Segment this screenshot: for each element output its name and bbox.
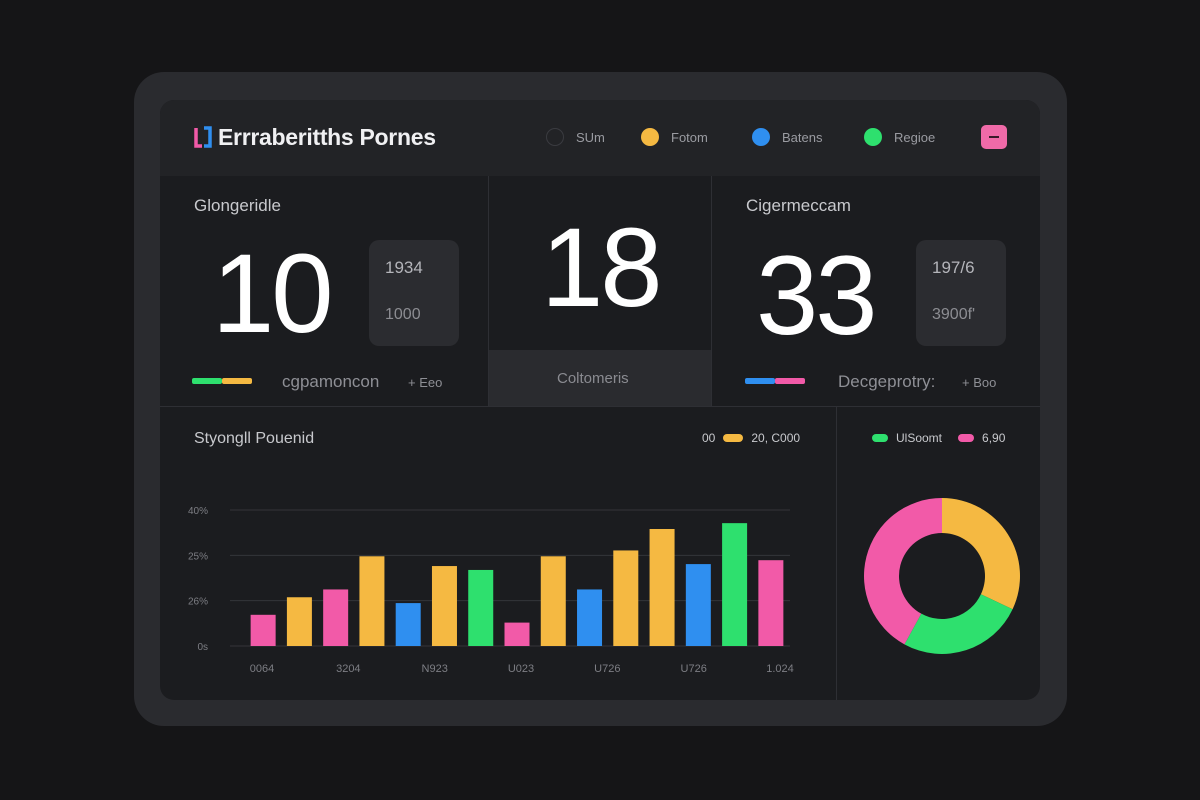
- x-tick-label: U023: [508, 663, 534, 675]
- bar[interactable]: [250, 614, 276, 646]
- donut-slice-pink[interactable]: [864, 498, 942, 645]
- bar[interactable]: [685, 564, 711, 646]
- kpi-value: 18: [541, 205, 663, 330]
- blue-dot-icon: [752, 128, 770, 146]
- kpi-title: Cigermeccam: [746, 196, 851, 215]
- kpi-sub-top: 197/6: [932, 258, 975, 277]
- legend-item-batens[interactable]: Batens: [752, 128, 822, 146]
- kpi-sub-bottom: 3900f': [932, 306, 976, 323]
- bar[interactable]: [395, 603, 421, 646]
- kpi-footer-label: cgpamoncon: [282, 372, 380, 391]
- legend-item-sum[interactable]: SUm: [546, 128, 605, 146]
- divider: [836, 407, 837, 700]
- kpi-card-right: Cigermeccam 33 197/6 3900f' Decgeprotry:…: [712, 176, 1040, 406]
- bar[interactable]: [468, 569, 494, 646]
- bar[interactable]: [577, 589, 603, 646]
- bar[interactable]: [722, 523, 748, 646]
- bar-chart-legend: 00 20, C000: [702, 431, 801, 445]
- green-pill-icon: [872, 434, 888, 442]
- green-dot-icon: [864, 128, 882, 146]
- kpi-footer-extra: + Eeo: [408, 375, 443, 390]
- indicator-pink: [775, 378, 805, 384]
- minus-icon[interactable]: [981, 125, 1007, 149]
- legend-item-fotom[interactable]: Fotom: [641, 128, 708, 146]
- kpi-footer-label: Decgeprotry:: [838, 372, 936, 391]
- y-tick-label: 0s: [197, 642, 208, 653]
- bar[interactable]: [359, 556, 385, 646]
- y-tick-label: 40%: [188, 506, 208, 517]
- top-bar: Errraberitths Pornes SUm Fotom Batens Re…: [160, 100, 1040, 176]
- app-title: Errraberitths Pornes: [218, 124, 436, 150]
- bar-chart: 0s 26% 25% 40% 0064 3204 N923 U023 U726 U726 1.024: [188, 506, 794, 675]
- kpi-footer-extra: + Boo: [962, 375, 997, 390]
- outline-dot-icon: [546, 128, 564, 146]
- bar[interactable]: [649, 529, 675, 646]
- y-tick-label: 25%: [188, 551, 208, 562]
- bar[interactable]: [758, 560, 784, 646]
- indicator-blue: [745, 378, 775, 384]
- divider: [711, 176, 712, 406]
- kpi-sub-bottom: 1000: [385, 306, 421, 323]
- kpi-card-left: Glongeridle 10 1934 1000 cgpamoncon + Ee…: [160, 176, 488, 406]
- x-tick-label: 0064: [250, 663, 274, 675]
- bar-chart-title: Styongll Pouenid: [194, 430, 315, 447]
- bar[interactable]: [323, 589, 349, 646]
- x-tick-label: N923: [422, 663, 448, 675]
- kpi-sub-box: 197/6 3900f': [916, 240, 1006, 346]
- pink-pill-icon: [958, 434, 975, 442]
- x-tick-label: U726: [594, 663, 620, 675]
- donut-slice-green[interactable]: [904, 594, 1013, 654]
- x-tick-label: 3204: [336, 663, 360, 675]
- indicator-yellow: [222, 378, 252, 384]
- bar[interactable]: [613, 550, 639, 646]
- donut-legend: UlSoomt 6,90: [872, 431, 1005, 445]
- kpi-card-middle: 18 Coltomeris: [489, 176, 711, 406]
- brand-logo-icon: [194, 126, 212, 148]
- kpi-sub-top: 1934: [385, 258, 423, 277]
- y-tick-label: 26%: [188, 597, 208, 608]
- divider: [160, 406, 1040, 407]
- kpi-value: 10: [212, 231, 334, 356]
- donut-chart: [864, 498, 1020, 654]
- x-tick-label: U726: [681, 663, 707, 675]
- kpi-sub-box: 1934 1000: [369, 240, 459, 346]
- yellow-dot-icon: [641, 128, 659, 146]
- yellow-pill-icon: [723, 434, 744, 442]
- x-tick-label: 1.024: [766, 663, 794, 675]
- bar[interactable]: [286, 597, 312, 646]
- dashboard-screen: Errraberitths Pornes SUm Fotom Batens Re…: [160, 100, 1040, 700]
- kpi-footer-label: Coltomeris: [557, 370, 629, 387]
- bar[interactable]: [540, 556, 566, 646]
- legend-item-regioe[interactable]: Regioe: [864, 128, 935, 146]
- kpi-title: Glongeridle: [194, 196, 281, 215]
- bar[interactable]: [504, 622, 530, 646]
- kpi-footer: Coltomeris: [489, 350, 711, 406]
- indicator-green: [192, 378, 222, 384]
- kpi-row: Glongeridle 10 1934 1000 cgpamoncon + Ee…: [160, 176, 1040, 406]
- divider: [488, 176, 489, 406]
- bar[interactable]: [431, 566, 457, 646]
- donut-slice-yellow[interactable]: [942, 498, 1020, 610]
- kpi-value: 33: [756, 233, 878, 358]
